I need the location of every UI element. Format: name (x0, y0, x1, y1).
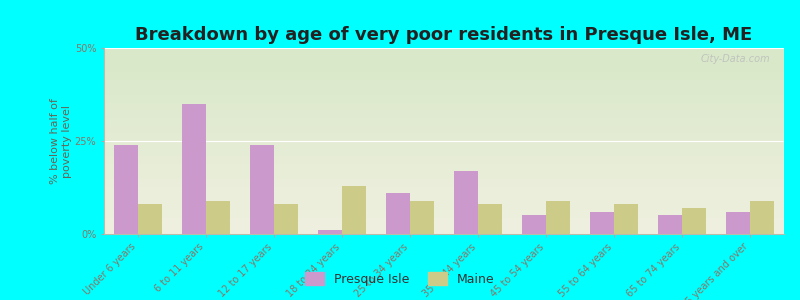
Bar (318, 230, 342, 234)
Bar (614, 204, 638, 234)
Legend: Presque Isle, Maine: Presque Isle, Maine (300, 267, 500, 291)
Bar (726, 212, 750, 234)
Bar (590, 212, 614, 234)
Bar (546, 200, 570, 234)
Bar (750, 200, 774, 234)
Title: Breakdown by age of very poor residents in Presque Isle, ME: Breakdown by age of very poor residents … (135, 26, 753, 44)
Bar (138, 204, 162, 234)
Bar (658, 215, 682, 234)
Y-axis label: % below half of
poverty level: % below half of poverty level (50, 98, 72, 184)
Bar (182, 104, 206, 234)
Bar (522, 215, 546, 234)
Bar (478, 204, 502, 234)
Text: City-Data.com: City-Data.com (701, 54, 770, 64)
Bar (250, 145, 274, 234)
Bar (386, 193, 410, 234)
Bar (114, 145, 138, 234)
Bar (454, 171, 478, 234)
Bar (206, 200, 230, 234)
Bar (410, 200, 434, 234)
Bar (342, 186, 366, 234)
Bar (274, 204, 298, 234)
Bar (682, 208, 706, 234)
